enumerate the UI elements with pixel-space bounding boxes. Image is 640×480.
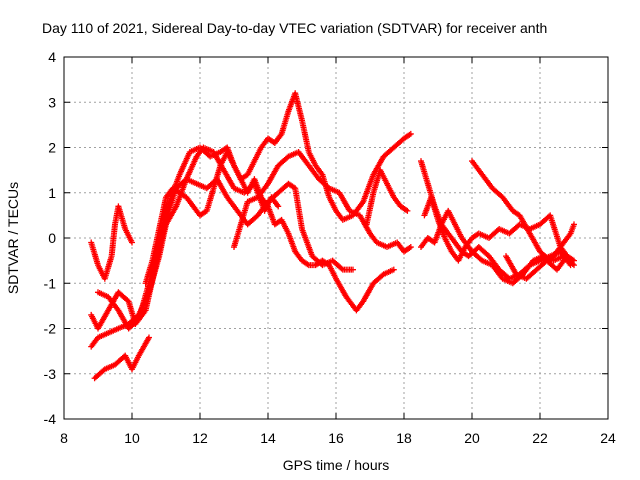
- data-points: [88, 90, 577, 382]
- grid: [64, 57, 608, 419]
- y-tick-label: -2: [44, 321, 57, 337]
- x-tick-label: 8: [60, 430, 68, 446]
- y-tick-label: -4: [44, 411, 57, 427]
- series-track-12: [469, 158, 577, 264]
- data-point: [350, 266, 356, 273]
- series-track-8: [363, 167, 411, 228]
- data-point: [146, 334, 152, 341]
- data-point: [404, 207, 411, 214]
- chart-title: Day 110 of 2021, Sidereal Day-to-day VTE…: [42, 20, 547, 36]
- data-point: [275, 203, 282, 210]
- series-track-6: [142, 90, 414, 287]
- y-axis-label: SDTVAR / TECUs: [5, 182, 21, 294]
- x-tick-label: 12: [192, 430, 208, 446]
- series-track-2: [88, 144, 282, 350]
- y-tick-label: 3: [48, 94, 56, 110]
- y-tick-label: 1: [48, 185, 56, 201]
- data-point: [407, 130, 414, 137]
- y-tick-label: 2: [48, 140, 56, 156]
- x-tick-label: 24: [600, 430, 616, 446]
- data-point: [571, 257, 577, 264]
- data-point: [129, 239, 135, 246]
- data-point: [338, 265, 345, 272]
- data-point: [390, 266, 397, 273]
- series-track-13: [503, 253, 577, 282]
- series-track-3: [91, 334, 152, 382]
- x-axis-label: GPS time / hours: [283, 457, 390, 473]
- data-point: [407, 244, 414, 251]
- x-tick-label: 18: [396, 430, 412, 446]
- x-tick-label: 22: [532, 430, 548, 446]
- x-tick-label: 16: [328, 430, 344, 446]
- x-tick-label: 10: [124, 430, 140, 446]
- y-tick-label: 4: [48, 49, 56, 65]
- y-tick-label: -1: [44, 275, 57, 291]
- series-track-1: [88, 203, 135, 282]
- series-track-4: [88, 176, 356, 332]
- data-point: [571, 221, 577, 228]
- x-tick-label: 14: [260, 430, 276, 446]
- tick-marks: [63, 56, 609, 420]
- y-tick-label: -3: [44, 366, 57, 382]
- series-track-11: [418, 207, 577, 287]
- y-tick-label: 0: [48, 230, 56, 246]
- x-tick-label: 20: [464, 430, 480, 446]
